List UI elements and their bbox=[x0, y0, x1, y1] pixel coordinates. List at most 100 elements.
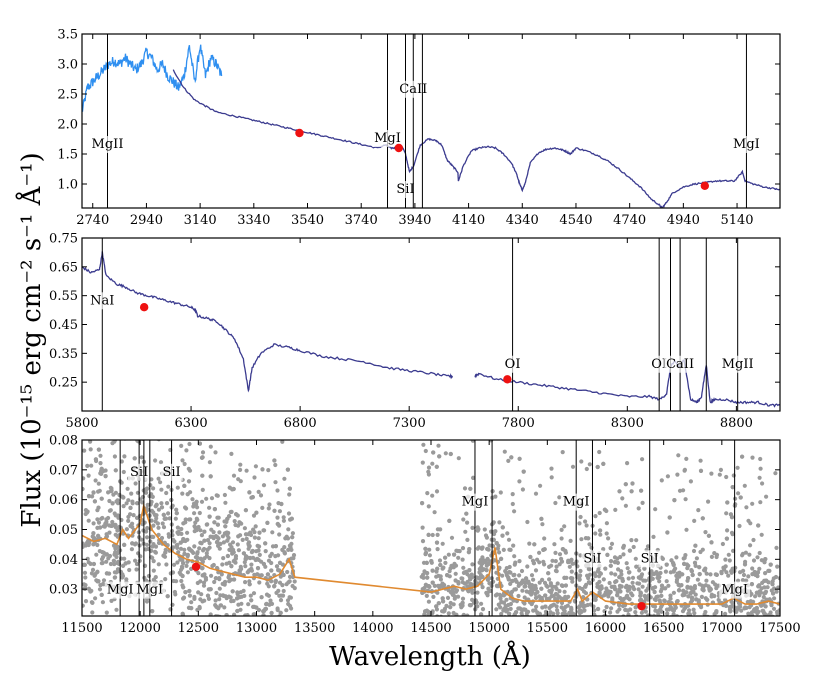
scatter-point bbox=[286, 547, 291, 552]
scatter-point bbox=[240, 537, 245, 543]
scatter-point bbox=[195, 517, 200, 523]
scatter-point bbox=[672, 498, 677, 503]
scatter-point bbox=[608, 546, 613, 551]
scatter-point bbox=[680, 609, 686, 614]
scatter-point bbox=[180, 458, 185, 463]
scatter-point bbox=[598, 528, 603, 533]
scatter-point bbox=[103, 474, 108, 479]
scatter-point bbox=[659, 609, 664, 614]
scatter-point bbox=[292, 579, 297, 584]
line-label-background bbox=[719, 581, 751, 599]
scatter-point bbox=[568, 640, 572, 644]
x-tick-label: 14000 bbox=[352, 621, 393, 636]
x-tick-label: 13500 bbox=[294, 621, 335, 636]
scatter-point bbox=[520, 487, 526, 492]
scatter-point bbox=[133, 481, 138, 486]
photometry-point bbox=[394, 143, 403, 153]
scatter-point bbox=[248, 593, 253, 598]
scatter-point bbox=[501, 600, 507, 605]
scatter-point bbox=[636, 506, 641, 511]
scatter-point bbox=[664, 562, 669, 567]
scatter-point bbox=[774, 545, 779, 551]
scatter-point bbox=[519, 568, 525, 574]
scatter-point bbox=[559, 596, 564, 601]
scatter-point bbox=[86, 518, 91, 523]
scatter-point bbox=[446, 611, 451, 616]
scatter-point bbox=[284, 608, 289, 613]
scatter-point bbox=[222, 492, 227, 498]
scatter-point bbox=[99, 496, 104, 501]
scatter-point bbox=[465, 520, 470, 525]
scatter-point bbox=[124, 577, 129, 582]
scatter-point bbox=[559, 536, 564, 541]
scatter-point bbox=[771, 576, 776, 581]
scatter-point bbox=[106, 515, 111, 521]
scatter-point bbox=[213, 576, 218, 581]
scatter-point bbox=[252, 475, 257, 480]
scatter-point bbox=[562, 589, 567, 594]
scatter-point bbox=[250, 548, 255, 554]
scatter-point bbox=[629, 623, 633, 627]
scatter-point bbox=[741, 572, 747, 578]
scatter-point bbox=[281, 588, 286, 594]
scatter-point bbox=[195, 551, 200, 556]
scatter-point bbox=[250, 495, 255, 500]
scatter-point bbox=[224, 613, 229, 616]
scatter-point bbox=[116, 394, 120, 398]
scatter-point bbox=[227, 485, 232, 490]
scatter-point bbox=[747, 552, 752, 557]
line-label: MgII bbox=[92, 137, 124, 152]
scatter-point bbox=[542, 639, 546, 643]
scatter-point bbox=[470, 440, 475, 443]
scatter-point bbox=[181, 537, 186, 542]
scatter-point bbox=[753, 616, 757, 620]
scatter-point bbox=[213, 534, 219, 539]
scatter-point bbox=[650, 641, 654, 645]
scatter-point bbox=[199, 533, 204, 538]
scatter-point bbox=[268, 598, 273, 603]
scatter-point bbox=[202, 538, 207, 543]
line-label-background bbox=[649, 355, 670, 373]
scatter-point bbox=[230, 551, 235, 556]
scatter-point bbox=[569, 607, 574, 612]
scatter-point bbox=[465, 584, 470, 589]
line-label: MgII bbox=[722, 357, 754, 372]
scatter-point bbox=[657, 575, 662, 580]
scatter-point bbox=[724, 511, 729, 516]
y-tick-label: 3.5 bbox=[57, 28, 78, 43]
scatter-point bbox=[723, 603, 729, 609]
scatter-point bbox=[642, 566, 647, 571]
scatter-point bbox=[693, 543, 698, 548]
scatter-point bbox=[570, 464, 576, 469]
scatter-point bbox=[475, 590, 480, 595]
scatter-point bbox=[688, 636, 692, 640]
scatter-point bbox=[221, 540, 226, 545]
scatter-point bbox=[685, 644, 689, 648]
scatter-point bbox=[549, 475, 554, 480]
scatter-point bbox=[286, 580, 291, 585]
scatter-point bbox=[630, 632, 634, 636]
scatter-point bbox=[508, 601, 513, 607]
scatter-point bbox=[151, 568, 156, 573]
scatter-point bbox=[618, 554, 623, 560]
scatter-point bbox=[231, 486, 236, 492]
scatter-point bbox=[480, 607, 486, 612]
scatter-point bbox=[90, 610, 95, 615]
scatter-point bbox=[273, 544, 278, 549]
scatter-point bbox=[425, 491, 430, 496]
scatter-point bbox=[158, 480, 163, 485]
scatter-point bbox=[91, 490, 96, 495]
scatter-point bbox=[494, 541, 499, 546]
scatter-point bbox=[127, 567, 132, 573]
scatter-point bbox=[679, 646, 683, 650]
scatter-point bbox=[175, 560, 180, 565]
scatter-point bbox=[454, 616, 458, 620]
scatter-point bbox=[607, 580, 612, 586]
scatter-point bbox=[253, 524, 258, 529]
scatter-point bbox=[449, 535, 455, 540]
scatter-point bbox=[113, 490, 118, 495]
scatter-point bbox=[633, 634, 637, 638]
scatter-point bbox=[120, 575, 125, 580]
scatter-point bbox=[233, 433, 237, 437]
scatter-point bbox=[460, 546, 466, 551]
